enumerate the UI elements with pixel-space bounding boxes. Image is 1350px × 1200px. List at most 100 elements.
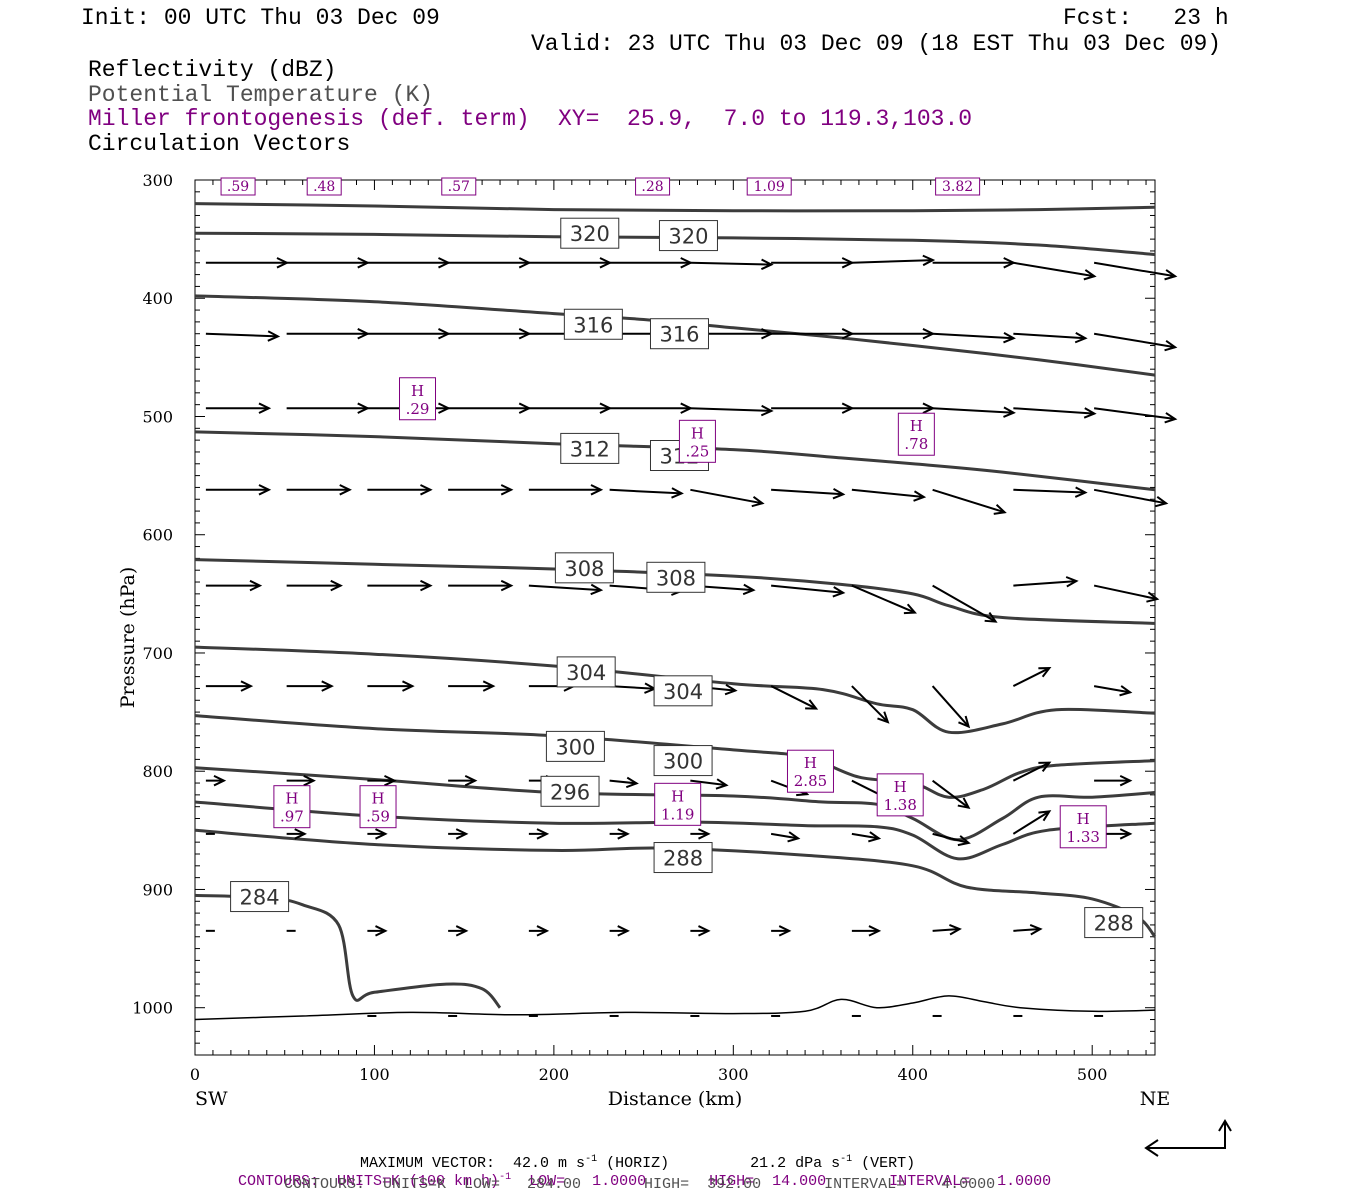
vector-shaft: [932, 407, 1014, 414]
vector-head: [1155, 495, 1169, 508]
vector-head: [1083, 269, 1097, 281]
contour-label-box: [554, 552, 614, 584]
vector-head: [590, 484, 604, 496]
vector-head: [751, 495, 765, 508]
y-tick-label: 800: [142, 762, 173, 781]
contour-label-text: 312: [570, 437, 610, 461]
vector-head: [949, 924, 962, 936]
max-vector-horiz: MAXIMUM VECTOR: 42.0 m s: [360, 1155, 586, 1172]
frontogenesis-contour-units: CONTOURS: UNITS=K (100 km h): [238, 1173, 500, 1190]
frontogenesis-max-box: [1059, 805, 1107, 849]
field-reflectivity: Reflectivity (dBZ): [88, 57, 337, 83]
reference-vector-head-up: [1218, 1119, 1232, 1132]
vector-head: [258, 402, 272, 414]
vector-shaft: [851, 259, 933, 264]
vector-head: [420, 484, 433, 496]
vector-head: [1029, 924, 1043, 936]
valid-time: Valid: 23 UTC Thu 03 Dec 09 (18 EST Thu …: [531, 31, 1222, 57]
vector-head: [500, 579, 514, 592]
theta-contour-280: [194, 893, 502, 1009]
vector-head: [671, 487, 684, 499]
contour-label-text: 320: [668, 225, 708, 249]
vector-head: [303, 774, 316, 787]
vector-head: [330, 579, 343, 592]
vector-head: [958, 715, 971, 729]
vector-head: [1119, 828, 1133, 840]
vector-head: [258, 484, 272, 496]
vector-head: [742, 583, 756, 596]
theta-contour-288: [194, 800, 1156, 861]
contour-label-text: 316: [573, 313, 613, 337]
frontogenesis-max-letter: H: [285, 790, 298, 808]
vector-shaft: [609, 685, 655, 690]
frontogenesis-max-letter: H: [691, 424, 704, 442]
frontogenesis-max-value: 1.33: [1067, 828, 1100, 846]
vector-head: [455, 925, 469, 937]
vector-shaft: [1012, 810, 1050, 835]
theta-contour-300: [194, 645, 1156, 735]
vector-shaft: [1093, 261, 1176, 278]
y-tick-label: 600: [142, 526, 173, 545]
max-vector-horiz-label: (HORIZ): [606, 1155, 670, 1172]
x-tick-label: 0: [190, 1065, 200, 1084]
top-label-box: [220, 177, 256, 196]
frontogenesis-max-box: [786, 749, 834, 793]
vector-shaft: [1093, 584, 1158, 601]
x-end-label-ne: NE: [1140, 1088, 1171, 1110]
cross-section-endpoints: XY= 25.9, 7.0 to 119.3,103.0: [558, 106, 973, 132]
vector-shaft: [932, 332, 1014, 340]
frontogenesis-max-value: .29: [406, 400, 430, 418]
vector-head: [1164, 269, 1178, 281]
frontogenesis-max-value: .78: [904, 435, 928, 453]
top-label-text: 1.09: [754, 179, 785, 195]
field-potential-temperature: Potential Temperature (K): [88, 82, 434, 108]
frontogenesis-max-value: 1.38: [883, 796, 916, 814]
vector-shaft: [1093, 685, 1131, 694]
vector-head: [1119, 685, 1133, 697]
x-axis-title: Distance (km): [608, 1088, 743, 1110]
frontogenesis-max-value: .59: [366, 808, 390, 826]
vector-head: [903, 603, 917, 615]
init-time: Init: 00 UTC Thu 03 Dec 09: [81, 5, 440, 31]
frontogenesis-contour-info: CONTOURS: UNITS=K (100 km h)-1 LOW= 1.00…: [220, 1158, 1051, 1190]
vector-head: [832, 586, 846, 598]
vector-shaft: [690, 407, 772, 412]
vector-head: [805, 699, 819, 710]
forecast-hour: Fcst: 23 h: [1063, 5, 1229, 31]
vector-head: [984, 611, 998, 623]
contour-label-box: [556, 656, 616, 688]
vector-head: [1003, 332, 1016, 344]
vector-shaft: [690, 779, 727, 787]
vector-head: [625, 776, 639, 789]
vector-head: [993, 504, 1007, 515]
frontogenesis-max-box: [273, 785, 311, 829]
vector-head: [536, 925, 550, 937]
y-axis-title: Pressure (hPa): [117, 567, 139, 709]
vector-head: [1146, 591, 1160, 603]
vector-shaft: [1013, 407, 1095, 415]
vector-head: [1083, 407, 1097, 419]
vector-head: [321, 680, 334, 692]
terrain-surface: [194, 995, 1156, 1021]
y-tick-label: 1000: [132, 999, 173, 1018]
vector-head: [778, 925, 792, 937]
vector-head: [455, 828, 469, 840]
vector-head: [402, 680, 415, 692]
vector-shaft: [771, 584, 844, 594]
contour-label-text: 308: [656, 566, 696, 590]
x-tick-label: 100: [359, 1065, 390, 1084]
vector-head: [500, 484, 514, 496]
frontogenesis-contour-sup: -1: [499, 1172, 512, 1183]
vector-head: [1038, 667, 1052, 678]
vector-shaft: [932, 928, 960, 932]
y-tick-label: 700: [142, 644, 173, 663]
top-label-text: 3.82: [942, 179, 973, 195]
frontogenesis-max-letter: H: [894, 778, 907, 796]
vector-shaft: [1093, 488, 1167, 505]
frontogenesis-max-letter: H: [910, 417, 923, 435]
y-tick-label: 900: [142, 880, 173, 899]
vector-shaft: [932, 832, 969, 844]
vector-legend: [1144, 1119, 1232, 1157]
vector-shaft: [1013, 488, 1086, 494]
